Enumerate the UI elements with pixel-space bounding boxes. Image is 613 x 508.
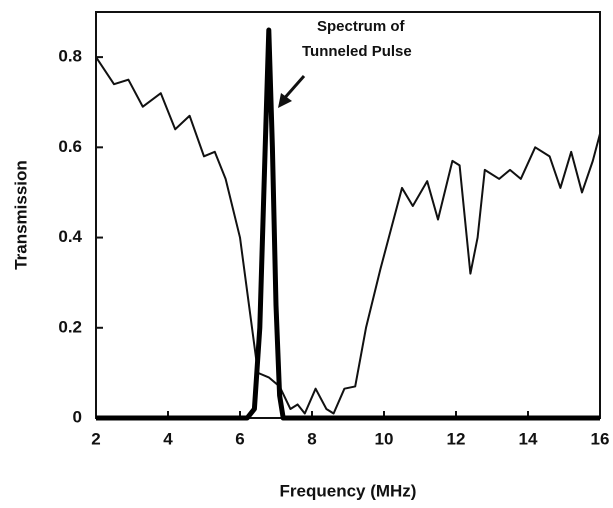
x-tick-label: 6 bbox=[235, 429, 244, 448]
y-tick-label: 0 bbox=[73, 407, 82, 426]
y-tick-label: 0.8 bbox=[58, 47, 82, 66]
annotation: Tunneled Pulse bbox=[302, 43, 412, 60]
x-axis-label: Frequency (MHz) bbox=[280, 481, 417, 500]
x-tick-label: 2 bbox=[91, 429, 100, 448]
annotation: Spectrum of bbox=[317, 18, 406, 35]
x-tick-label: 16 bbox=[591, 429, 610, 448]
y-tick-label: 0.2 bbox=[58, 317, 82, 336]
x-tick-label: 8 bbox=[307, 429, 316, 448]
series-line bbox=[95, 56, 601, 415]
x-tick-label: 4 bbox=[163, 429, 173, 448]
y-tick-label: 0.4 bbox=[58, 227, 82, 246]
arrow-head bbox=[278, 93, 292, 108]
plot-frame bbox=[95, 11, 601, 419]
y-axis-label: Transmission bbox=[11, 160, 30, 270]
x-tick-label: 12 bbox=[447, 429, 466, 448]
x-tick-label: 10 bbox=[375, 429, 394, 448]
series-line bbox=[96, 27, 600, 421]
y-tick-label: 0.6 bbox=[58, 137, 82, 156]
x-tick-label: 14 bbox=[519, 429, 538, 448]
